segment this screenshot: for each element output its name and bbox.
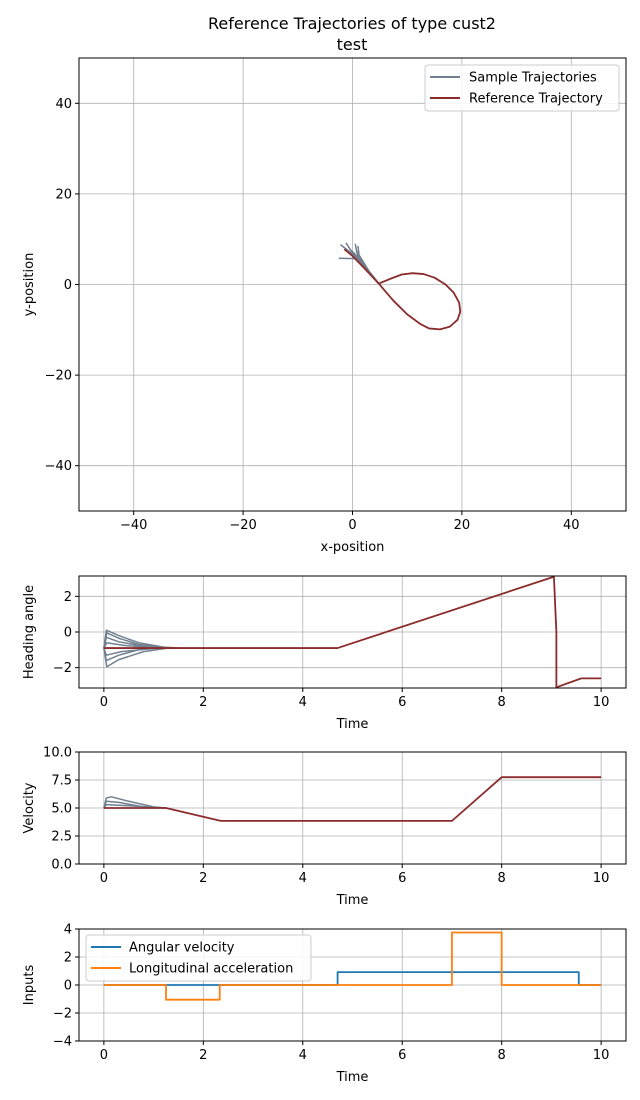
- heading-sample-trajectory-6: [103, 641, 154, 649]
- heading-reference-trajectory-line: [103, 576, 602, 688]
- heading-y-tick-label: 2: [64, 590, 72, 605]
- trajectory-legend-box: [424, 64, 620, 112]
- legend-sample-label: Sample Trajectories: [469, 71, 597, 86]
- inputs-legend: Angular velocity Longitudinal acceleratio…: [85, 934, 312, 982]
- trajectory-x-tick-label: −40: [120, 518, 147, 533]
- legend-reference-label: Reference Trajectory: [469, 92, 603, 107]
- heading-plot-area: [103, 576, 602, 688]
- trajectory-y-tick-label: −40: [45, 459, 72, 474]
- inputs-y-tick-label: 4: [64, 923, 72, 938]
- trajectory-x-tick-label: 40: [563, 518, 580, 533]
- legend-longitudinal-acceleration-label: Longitudinal acceleration: [129, 962, 293, 977]
- inputs-x-tick-label: 4: [299, 1048, 307, 1063]
- velocity-x-tick-label: 6: [398, 871, 406, 886]
- velocity-y-tick-label: 0.0: [51, 858, 72, 873]
- inputs-plot-area: [103, 931, 602, 1001]
- heading-sample-trajectory-4: [103, 647, 169, 668]
- inputs-x-tick-label: 6: [398, 1048, 406, 1063]
- velocity-sample-trajectory-2: [103, 803, 167, 809]
- trajectory-legend: Sample Trajectories Reference Trajectory: [424, 64, 620, 112]
- heading-x-tick-label: 2: [199, 695, 207, 710]
- trajectory-x-tick-label: 20: [454, 518, 471, 533]
- trajectory-plot-area: [338, 242, 462, 331]
- inputs-x-axis-label: Time: [336, 1070, 369, 1085]
- inputs-y-tick-label: −4: [53, 1035, 72, 1050]
- heading-angle-plot: 0 2 4 6 8 10 −2 0 2 Time Heading angle: [22, 575, 627, 732]
- heading-x-tick-label: 6: [398, 695, 406, 710]
- heading-x-tick-label: 4: [299, 695, 307, 710]
- heading-grid: [79, 576, 626, 688]
- trajectory-y-tick-label: 20: [55, 187, 72, 202]
- heading-x-axis-label: Time: [336, 717, 369, 732]
- velocity-y-axis-label: Velocity: [22, 782, 37, 833]
- trajectory-y-tick-label: −20: [45, 369, 72, 384]
- trajectory-x-tick-label: −20: [229, 518, 256, 533]
- velocity-y-tick-label: 7.5: [51, 774, 72, 789]
- inputs-x-tick-label: 10: [593, 1048, 610, 1063]
- trajectory-reference-trajectory-line: [343, 248, 462, 331]
- velocity-x-tick-label: 8: [498, 871, 506, 886]
- velocity-reference-trajectory-line: [103, 776, 602, 822]
- trajectory-y-axis-label: y-position: [22, 253, 37, 317]
- trajectory-x-axis-label: x-position: [321, 540, 385, 555]
- velocity-x-tick-label: 2: [199, 871, 207, 886]
- trajectory-y-tick-label: 0: [64, 278, 72, 293]
- inputs-x-tick-label: 0: [100, 1048, 108, 1063]
- velocity-y-tick-label: 2.5: [51, 830, 72, 845]
- heading-y-tick-label: 0: [64, 626, 72, 641]
- velocity-y-tick-label: 5.0: [51, 802, 72, 817]
- heading-y-axis-label: Heading angle: [22, 585, 37, 679]
- trajectory-plot: −40 −20 0 20 40 −40 −20 0 20 40 x-position y-positi…: [22, 57, 627, 555]
- trajectory-x-tick-label: 0: [348, 518, 356, 533]
- velocity-plot-area: [103, 776, 602, 822]
- inputs-y-tick-label: −2: [53, 1007, 72, 1022]
- velocity-x-tick-label: 10: [593, 871, 610, 886]
- heading-y-tick-label: −2: [53, 661, 72, 676]
- inputs-y-tick-label: 0: [64, 979, 72, 994]
- inputs-legend-box: [85, 934, 312, 982]
- inputs-plot: 0 2 4 6 8 10 −4 −2 0 2 4 Time Inputs Angular velocity…: [22, 923, 627, 1085]
- velocity-x-axis-label: Time: [336, 893, 369, 908]
- inputs-x-tick-label: 8: [498, 1048, 506, 1063]
- inputs-y-axis-label: Inputs: [22, 965, 37, 1006]
- legend-angular-velocity-label: Angular velocity: [129, 941, 235, 956]
- heading-sample-trajectory-5: [103, 647, 149, 656]
- heading-x-tick-label: 0: [100, 695, 108, 710]
- inputs-longitudinal-acceleration-line: [103, 931, 602, 1001]
- velocity-x-tick-label: 0: [100, 871, 108, 886]
- heading-x-tick-label: 10: [593, 695, 610, 710]
- velocity-x-tick-label: 4: [299, 871, 307, 886]
- inputs-x-tick-label: 2: [199, 1048, 207, 1063]
- trajectory-y-tick-label: 40: [55, 97, 72, 112]
- velocity-y-tick-label: 10.0: [43, 746, 72, 761]
- heading-x-tick-label: 8: [498, 695, 506, 710]
- figure-title: Reference Trajectories of type cust2: [208, 14, 496, 33]
- velocity-plot: 0 2 4 6 8 10 0.0 2.5 5.0 7.5 10.0 Time Velocity: [22, 746, 627, 908]
- figure-subtitle: test: [337, 35, 368, 54]
- inputs-y-tick-label: 2: [64, 951, 72, 966]
